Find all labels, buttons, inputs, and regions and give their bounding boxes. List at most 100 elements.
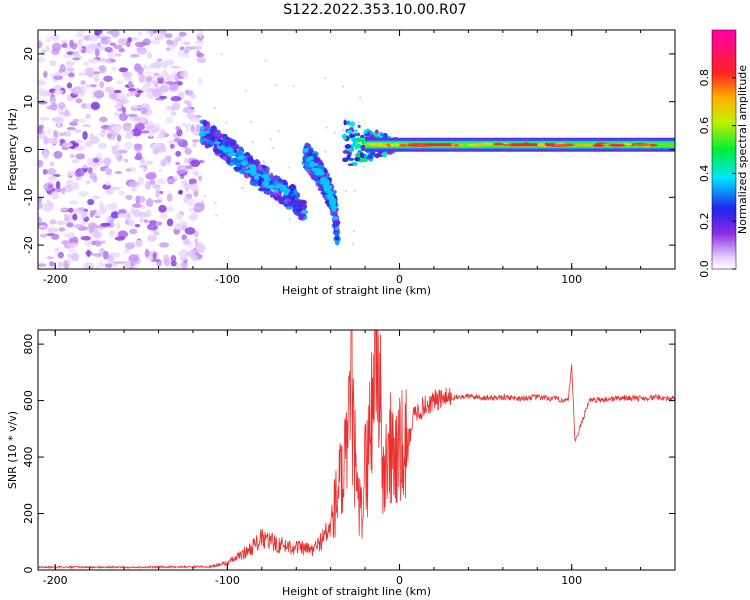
noise-blob <box>86 249 91 258</box>
noise-blob <box>53 75 64 80</box>
noise-blob <box>81 165 88 169</box>
figure-title: S122.2022.353.10.00.R07 <box>283 2 467 18</box>
branch-blob <box>233 157 239 164</box>
noise-blob <box>94 48 100 57</box>
branch-blob <box>257 165 263 170</box>
noise-blob <box>59 138 66 144</box>
noise-blob <box>139 216 144 224</box>
carrier-max <box>425 143 452 147</box>
noise-point <box>249 120 253 123</box>
carrier-peak <box>592 144 606 147</box>
noise-blob <box>115 53 122 57</box>
noise-blob <box>121 106 127 114</box>
noise-point <box>359 96 362 99</box>
noise-blob <box>77 72 87 77</box>
noise-blob <box>53 116 65 124</box>
noise-blob <box>128 254 139 263</box>
noise-blob <box>118 190 126 196</box>
transition-blob <box>345 120 351 126</box>
noise-blob <box>62 142 73 148</box>
plot-frame <box>37 329 676 571</box>
noise-blob <box>152 148 159 155</box>
noise-blob <box>64 108 69 116</box>
noise-blob <box>163 257 171 267</box>
noise-blob <box>99 64 107 74</box>
carrier-peak <box>608 144 626 147</box>
noise-blob <box>170 254 177 263</box>
noise-blob <box>138 115 147 124</box>
branch-peak <box>329 201 336 206</box>
branch-peak <box>308 156 314 161</box>
noise-point <box>215 214 218 217</box>
noise-blob <box>100 39 112 45</box>
noise-blob <box>91 230 103 239</box>
noise-blob <box>178 189 183 195</box>
noise-point <box>325 126 328 129</box>
noise-blob <box>103 157 112 166</box>
noise-blob <box>147 92 154 100</box>
noise-blob <box>80 80 86 85</box>
noise-blob <box>139 164 148 169</box>
noise-blob <box>182 238 191 245</box>
branch-blob <box>243 152 251 157</box>
noise-blob <box>94 30 103 36</box>
noise-point <box>353 189 356 192</box>
noise-blob <box>66 253 73 257</box>
transition-blob <box>379 132 384 136</box>
branch-peak <box>331 206 337 211</box>
noise-blob <box>89 84 97 88</box>
noise-blob <box>43 70 48 79</box>
noise-blob <box>59 207 69 212</box>
transition-blob <box>342 150 349 154</box>
noise-blob <box>175 161 181 166</box>
noise-blob <box>151 127 159 134</box>
noise-blob <box>128 115 136 122</box>
transition-blob <box>366 128 370 132</box>
noise-blob <box>51 42 62 52</box>
noise-blob <box>104 263 113 268</box>
noise-blob <box>51 233 60 240</box>
noise-blob <box>197 77 203 86</box>
noise-blob <box>142 82 150 91</box>
noise-point <box>271 146 274 150</box>
noise-blob <box>149 179 156 185</box>
noise-blob <box>116 186 122 191</box>
branch-peak <box>273 188 279 193</box>
transition-blob <box>359 149 363 153</box>
noise-blob <box>118 112 128 122</box>
noise-blob <box>126 218 135 227</box>
noise-blob <box>98 131 105 137</box>
noise-blob <box>100 240 106 245</box>
noise-blob <box>92 195 101 200</box>
noise-blob <box>111 66 117 71</box>
noise-blob <box>140 130 150 134</box>
noise-blob <box>124 262 132 269</box>
carrier-peak <box>389 144 400 147</box>
noise-blob <box>125 168 132 172</box>
noise-blob <box>175 150 182 157</box>
branch-blob <box>243 171 250 179</box>
noise-blob <box>38 79 46 86</box>
noise-point <box>241 186 244 190</box>
noise-blob <box>150 39 161 45</box>
branch-blob <box>233 166 242 171</box>
transition-blob <box>360 135 365 139</box>
noise-blob <box>99 81 105 88</box>
branch-peak <box>309 160 315 166</box>
noise-blob <box>165 116 174 124</box>
noise-blob <box>183 157 189 164</box>
noise-blob <box>90 101 100 110</box>
noise-blob <box>108 229 116 238</box>
noise-blob <box>147 234 157 242</box>
noise-blob <box>131 264 139 269</box>
spectrogram-marks <box>38 30 675 269</box>
noise-blob <box>67 242 78 248</box>
noise-blob <box>134 155 143 161</box>
branch-peak <box>236 155 245 160</box>
noise-blob <box>183 195 189 204</box>
noise-blob <box>165 47 171 52</box>
noise-blob <box>177 49 186 58</box>
noise-blob <box>71 159 80 164</box>
noise-blob <box>131 203 142 209</box>
